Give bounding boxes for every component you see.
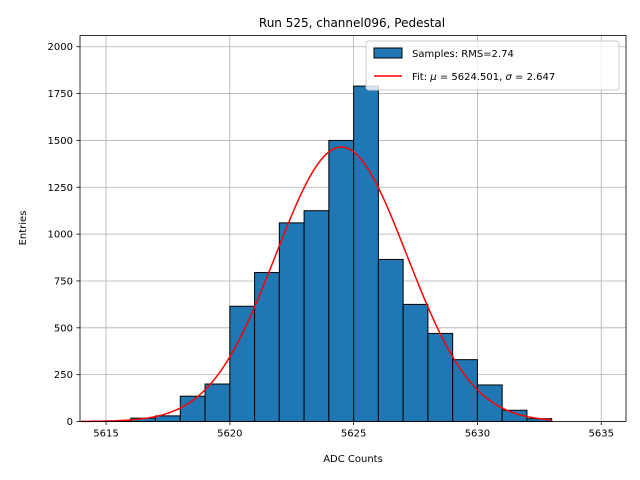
legend-fit-mu-symbol: μ (429, 72, 436, 83)
histogram-bar (402, 303, 429, 422)
histogram-bar (353, 85, 379, 423)
legend-fit-sigma: 2.647 (527, 72, 556, 83)
legend-box (365, 40, 620, 91)
axis-ticks: 5615 5620 5625 5630 5635 0 250 500 750 1000 1250 15… (48, 42, 614, 439)
x-tick-label: 5630 (465, 429, 490, 440)
plot-frame (79, 35, 627, 422)
y-tick-label: 1500 (48, 136, 73, 147)
x-tick-label: 5615 (93, 429, 118, 440)
histogram-bars (105, 85, 553, 423)
histogram-bar (328, 139, 355, 422)
histogram-bar (377, 258, 404, 422)
y-tick-label: 750 (54, 276, 73, 287)
x-tick-label: 5625 (341, 429, 366, 440)
y-tick-label: 1000 (48, 230, 73, 241)
legend-fit-label: Fit: μ = 5624.501, σ = 2.647 (412, 72, 555, 83)
legend-histogram-label: Samples: RMS=2.74 (412, 49, 514, 60)
histogram-bar (204, 383, 231, 422)
histogram-bar (155, 415, 181, 422)
chart-title: Run 525, channel096, Pedestal (259, 16, 445, 30)
y-axis-label: Entries (18, 211, 29, 246)
y-tick-label: 500 (54, 323, 73, 334)
histogram-bar (254, 272, 280, 422)
histogram-bar (452, 359, 478, 422)
x-axis-label: ADC Counts (323, 454, 383, 465)
y-tick-label: 2000 (48, 42, 73, 53)
fit-curve (81, 146, 552, 423)
y-tick-label: 0 (67, 417, 73, 428)
legend-fit-mu: 5624.501 (451, 72, 499, 83)
y-tick-label: 1250 (48, 183, 73, 194)
x-tick-label: 5620 (217, 429, 242, 440)
legend-fit-sigma-symbol: σ (505, 72, 512, 83)
legend: Samples: RMS=2.74 Fit: μ = 5624.501, σ =… (365, 40, 620, 91)
y-tick-label: 1750 (48, 89, 73, 100)
histogram-bar (229, 305, 256, 423)
legend-fit-prefix: Fit: (412, 72, 430, 83)
histogram-bar (278, 222, 305, 422)
histogram-bar (303, 210, 330, 422)
y-tick-label: 250 (54, 370, 73, 381)
histogram-bar (427, 332, 454, 422)
histogram-bar (476, 384, 503, 422)
x-tick-label: 5635 (589, 429, 614, 440)
legend-histogram-swatch (373, 47, 403, 59)
